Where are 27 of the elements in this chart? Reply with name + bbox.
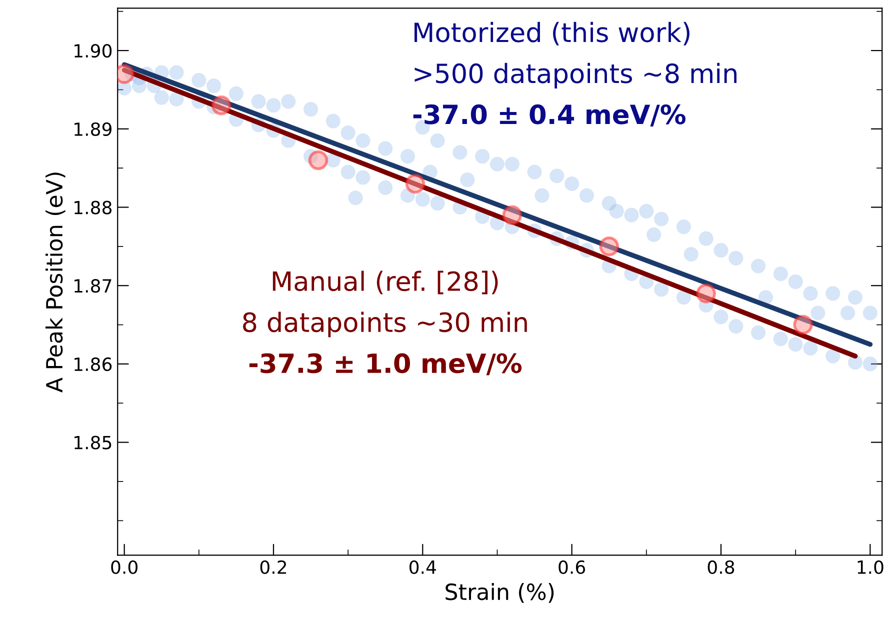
x-axis-title: Strain (%) [446, 583, 554, 603]
point [793, 314, 813, 335]
y-tick-label: 1.88 [74, 200, 112, 214]
point [502, 205, 522, 225]
y-tick-label: 1.89 [74, 122, 112, 136]
y-tick-label: 1.85 [74, 436, 112, 450]
x-tick-label: 0.2 [260, 560, 286, 574]
x-tick-label: 0.4 [409, 560, 436, 574]
y-tick-label: 1.86 [74, 357, 112, 372]
annotation: Motorized (this work) [414, 22, 690, 46]
y-axis-title: A Peak Position (eV) [45, 172, 66, 392]
point [405, 174, 426, 194]
y-tick-label: 1.90 [74, 44, 112, 58]
x-tick-label: 1.0 [858, 560, 884, 574]
annotation: Manual (ref. [28]) [272, 270, 498, 294]
point [308, 150, 328, 170]
annotation: >500 datapoints ~8 min [414, 62, 736, 88]
x-tick-label: 0.6 [558, 560, 586, 574]
point [696, 284, 716, 304]
annotation: -37.3 ± 1.0 meV/% [249, 353, 522, 376]
x-tick-label: 0.8 [708, 560, 734, 574]
annotation: 8 datapoints ~30 min [243, 312, 527, 338]
point [599, 236, 620, 256]
x-tick-label: 0.0 [111, 560, 138, 574]
point [211, 95, 232, 116]
annotation: -37.0 ± 0.4 meV/% [413, 104, 686, 126]
y-tick-label: 1.87 [74, 279, 112, 293]
